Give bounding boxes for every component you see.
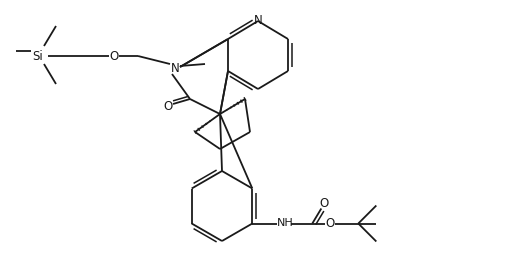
Text: N: N: [254, 15, 263, 27]
Text: O: O: [110, 49, 119, 62]
Text: NH: NH: [277, 218, 294, 228]
Text: O: O: [326, 217, 335, 230]
Text: N: N: [171, 62, 179, 76]
Text: O: O: [320, 197, 329, 210]
Text: Si: Si: [33, 49, 43, 62]
Text: O: O: [164, 100, 173, 112]
